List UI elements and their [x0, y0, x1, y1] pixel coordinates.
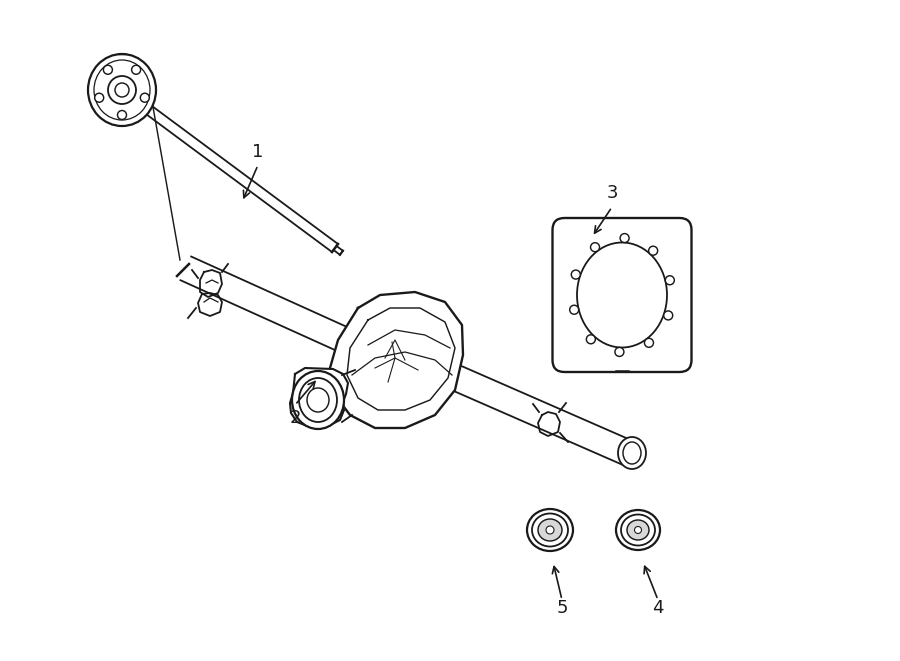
Text: 3: 3 — [607, 184, 617, 202]
Polygon shape — [290, 368, 348, 427]
Ellipse shape — [577, 243, 667, 348]
Circle shape — [140, 93, 149, 102]
Circle shape — [118, 110, 127, 120]
Polygon shape — [330, 292, 463, 428]
Circle shape — [546, 526, 554, 534]
Circle shape — [644, 338, 653, 347]
Ellipse shape — [627, 520, 649, 540]
Circle shape — [570, 305, 579, 314]
Circle shape — [104, 65, 112, 74]
Text: 1: 1 — [252, 143, 264, 161]
Ellipse shape — [299, 378, 337, 422]
Circle shape — [620, 233, 629, 243]
Ellipse shape — [527, 509, 573, 551]
Ellipse shape — [292, 371, 344, 429]
Text: 2: 2 — [289, 409, 301, 427]
Circle shape — [665, 276, 674, 285]
FancyBboxPatch shape — [553, 218, 691, 372]
Ellipse shape — [623, 442, 641, 464]
Ellipse shape — [621, 514, 655, 545]
Circle shape — [634, 527, 642, 533]
Circle shape — [115, 83, 129, 97]
Circle shape — [615, 348, 624, 356]
Ellipse shape — [616, 510, 660, 550]
Ellipse shape — [307, 388, 329, 412]
Circle shape — [131, 65, 140, 74]
Circle shape — [663, 311, 672, 320]
Circle shape — [590, 243, 599, 252]
Ellipse shape — [88, 54, 156, 126]
Ellipse shape — [538, 519, 562, 541]
Circle shape — [572, 270, 580, 279]
Circle shape — [649, 246, 658, 255]
Circle shape — [94, 93, 104, 102]
Circle shape — [586, 335, 595, 344]
Text: 4: 4 — [652, 599, 664, 617]
Ellipse shape — [94, 60, 150, 120]
Circle shape — [108, 76, 136, 104]
Ellipse shape — [532, 514, 568, 547]
Text: 5: 5 — [556, 599, 568, 617]
Ellipse shape — [618, 437, 646, 469]
